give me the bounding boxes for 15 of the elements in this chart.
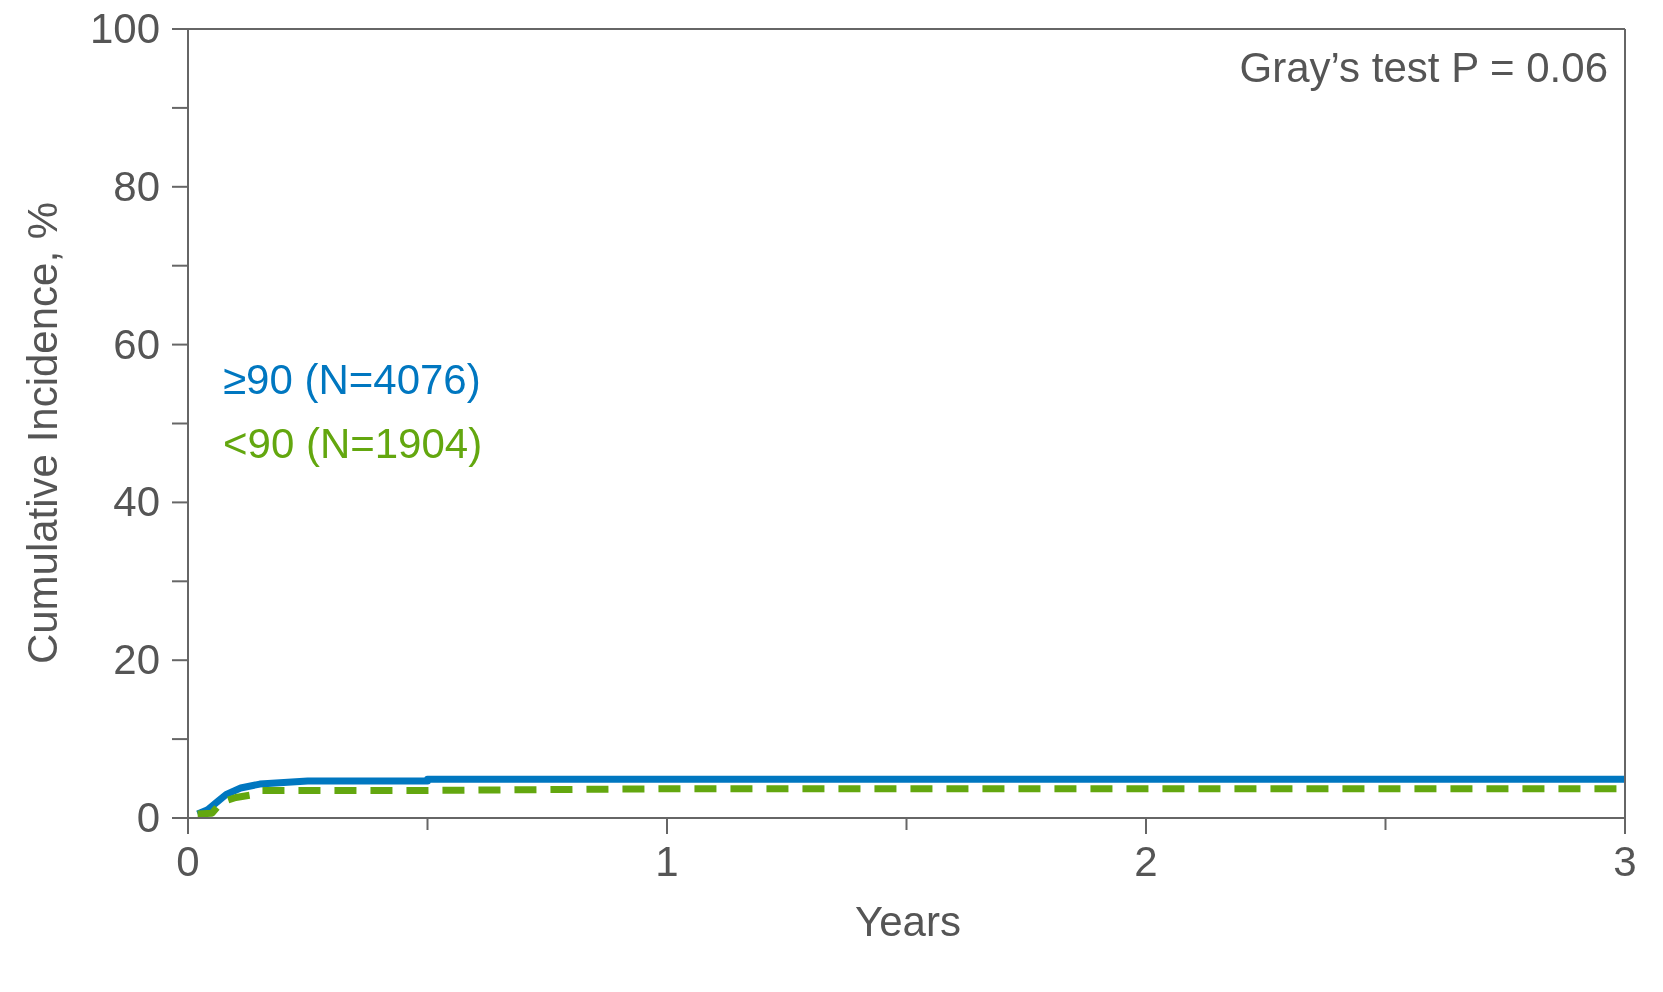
text: ≥90 (N=4076)	[223, 355, 482, 405]
x-tick-label: 0	[176, 838, 200, 885]
x-tick-label: 3	[1613, 838, 1637, 885]
y-tick-label: 0	[136, 794, 160, 841]
y-tick-label: 80	[113, 162, 160, 210]
x-axis-title: Years	[854, 898, 962, 946]
y-tick-label: 100	[89, 5, 160, 52]
x-tick-label: 1	[655, 838, 679, 885]
y-tick-label: 60	[113, 320, 160, 368]
annotation: Gray’s test P = 0.06	[1239, 44, 1608, 92]
x-tick-label: 2	[1134, 838, 1158, 885]
y-tick-label: 20	[113, 636, 160, 684]
text: <90 (N=1904)	[223, 419, 483, 469]
y-axis-title: Cumulative Incidence, %	[19, 201, 67, 665]
y-tick-label: 40	[113, 478, 160, 526]
